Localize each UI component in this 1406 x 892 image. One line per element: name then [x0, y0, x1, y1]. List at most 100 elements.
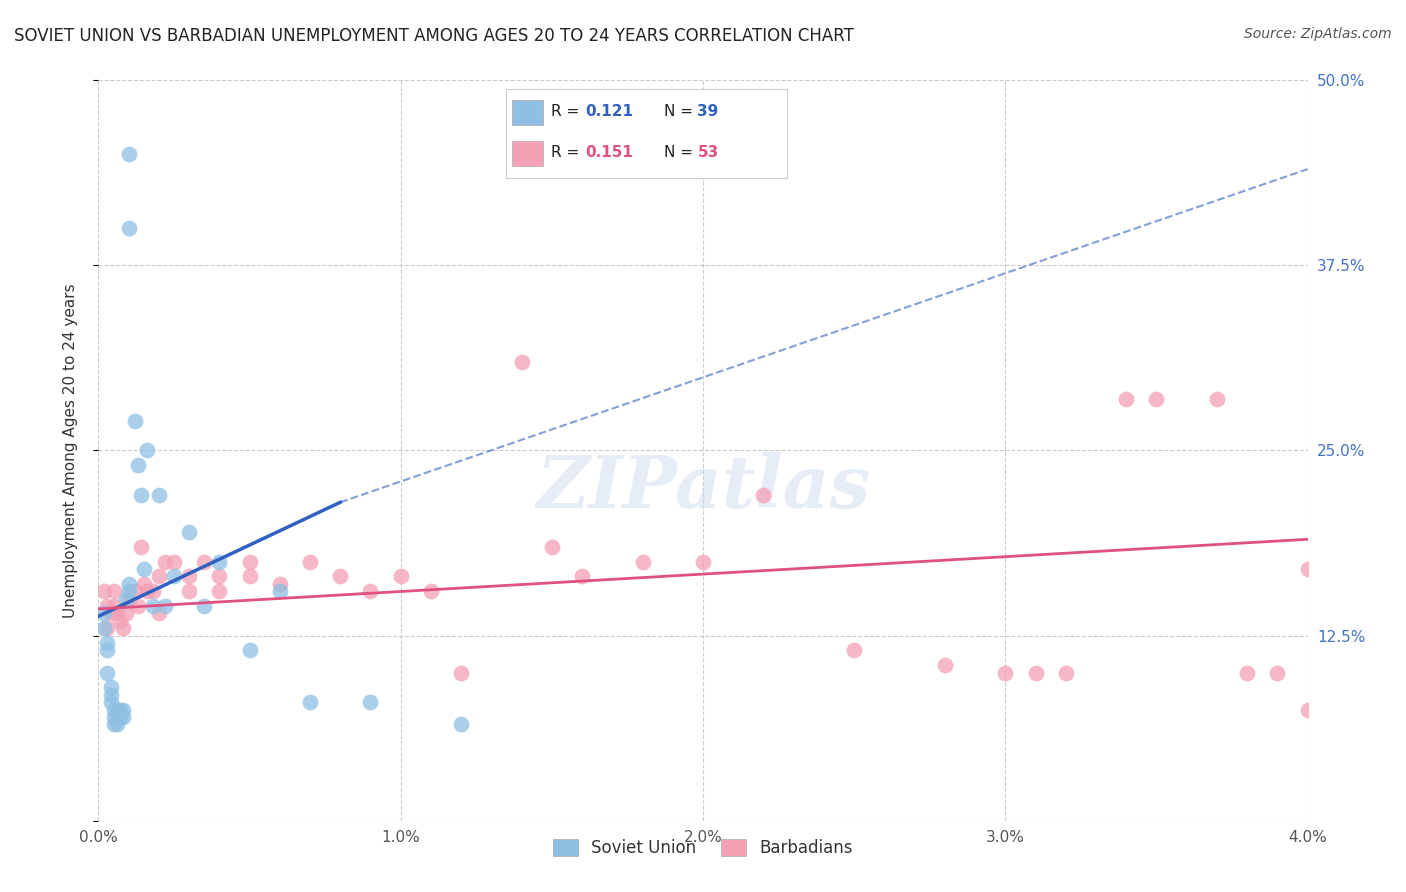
Point [179, 584, 201, 599]
Point [103, 599, 125, 613]
Point [179, 569, 201, 583]
Point [132, 562, 155, 576]
Point [114, 607, 136, 621]
Point [142, 584, 165, 599]
Point [118, 591, 141, 606]
Point [208, 584, 231, 599]
Point [118, 147, 141, 161]
Text: Source: ZipAtlas.com: Source: ZipAtlas.com [1244, 27, 1392, 41]
Text: 53: 53 [697, 145, 718, 161]
Point [1146, 392, 1168, 406]
Point [1206, 392, 1229, 406]
Text: N =: N = [664, 104, 697, 120]
Point [934, 658, 956, 673]
Point [93, 584, 115, 599]
Point [96, 621, 118, 635]
Point [93, 607, 115, 621]
Point [269, 584, 291, 599]
Point [844, 643, 866, 657]
Point [93, 621, 115, 635]
Point [124, 414, 146, 428]
Point [208, 555, 231, 569]
Point [142, 599, 165, 613]
Point [1115, 392, 1137, 406]
Point [100, 688, 122, 702]
Point [1296, 703, 1319, 717]
Point [1054, 665, 1077, 680]
Point [96, 643, 118, 657]
Point [114, 591, 136, 606]
Point [631, 555, 654, 569]
Point [1236, 665, 1258, 680]
Point [510, 354, 533, 368]
Point [129, 540, 152, 554]
Text: R =: R = [551, 104, 585, 120]
Point [105, 717, 128, 731]
Point [540, 540, 562, 554]
Point [163, 569, 186, 583]
Point [571, 569, 593, 583]
Point [124, 584, 146, 599]
Point [329, 569, 352, 583]
Point [450, 665, 472, 680]
Point [450, 717, 472, 731]
Point [994, 665, 1017, 680]
Point [148, 488, 170, 502]
Point [111, 710, 134, 724]
Point [96, 665, 118, 680]
Point [105, 703, 128, 717]
Text: N =: N = [664, 145, 697, 161]
Point [163, 555, 186, 569]
Point [100, 607, 122, 621]
Point [299, 555, 322, 569]
Legend: Soviet Union, Barbadians: Soviet Union, Barbadians [546, 832, 860, 864]
Point [100, 695, 122, 709]
Point [153, 555, 176, 569]
Point [1267, 665, 1289, 680]
Point [153, 599, 176, 613]
Point [103, 710, 125, 724]
Point [752, 488, 775, 502]
Point [239, 569, 262, 583]
Point [111, 703, 134, 717]
Point [193, 555, 215, 569]
Point [132, 576, 155, 591]
Point [135, 584, 157, 599]
Point [127, 458, 149, 473]
Point [108, 710, 131, 724]
Point [129, 488, 152, 502]
Point [108, 614, 131, 628]
Point [118, 584, 141, 599]
Point [108, 703, 131, 717]
Point [148, 607, 170, 621]
Point [103, 717, 125, 731]
Text: 0.151: 0.151 [585, 145, 633, 161]
Text: ZIPatlas: ZIPatlas [536, 452, 870, 523]
Point [179, 524, 201, 539]
Point [299, 695, 322, 709]
Point [360, 695, 382, 709]
Text: 0.121: 0.121 [585, 104, 633, 120]
Point [105, 607, 128, 621]
Text: 39: 39 [697, 104, 718, 120]
FancyBboxPatch shape [512, 100, 543, 125]
Point [100, 681, 122, 695]
Point [193, 599, 215, 613]
Text: R =: R = [551, 145, 585, 161]
Point [360, 584, 382, 599]
Point [127, 599, 149, 613]
Point [269, 576, 291, 591]
Point [239, 555, 262, 569]
Point [389, 569, 412, 583]
Point [239, 643, 262, 657]
Point [420, 584, 443, 599]
Point [135, 443, 157, 458]
Point [103, 703, 125, 717]
Point [692, 555, 714, 569]
Point [96, 636, 118, 650]
Point [1025, 665, 1047, 680]
Point [208, 569, 231, 583]
Point [1296, 562, 1319, 576]
Point [111, 621, 134, 635]
Point [96, 599, 118, 613]
